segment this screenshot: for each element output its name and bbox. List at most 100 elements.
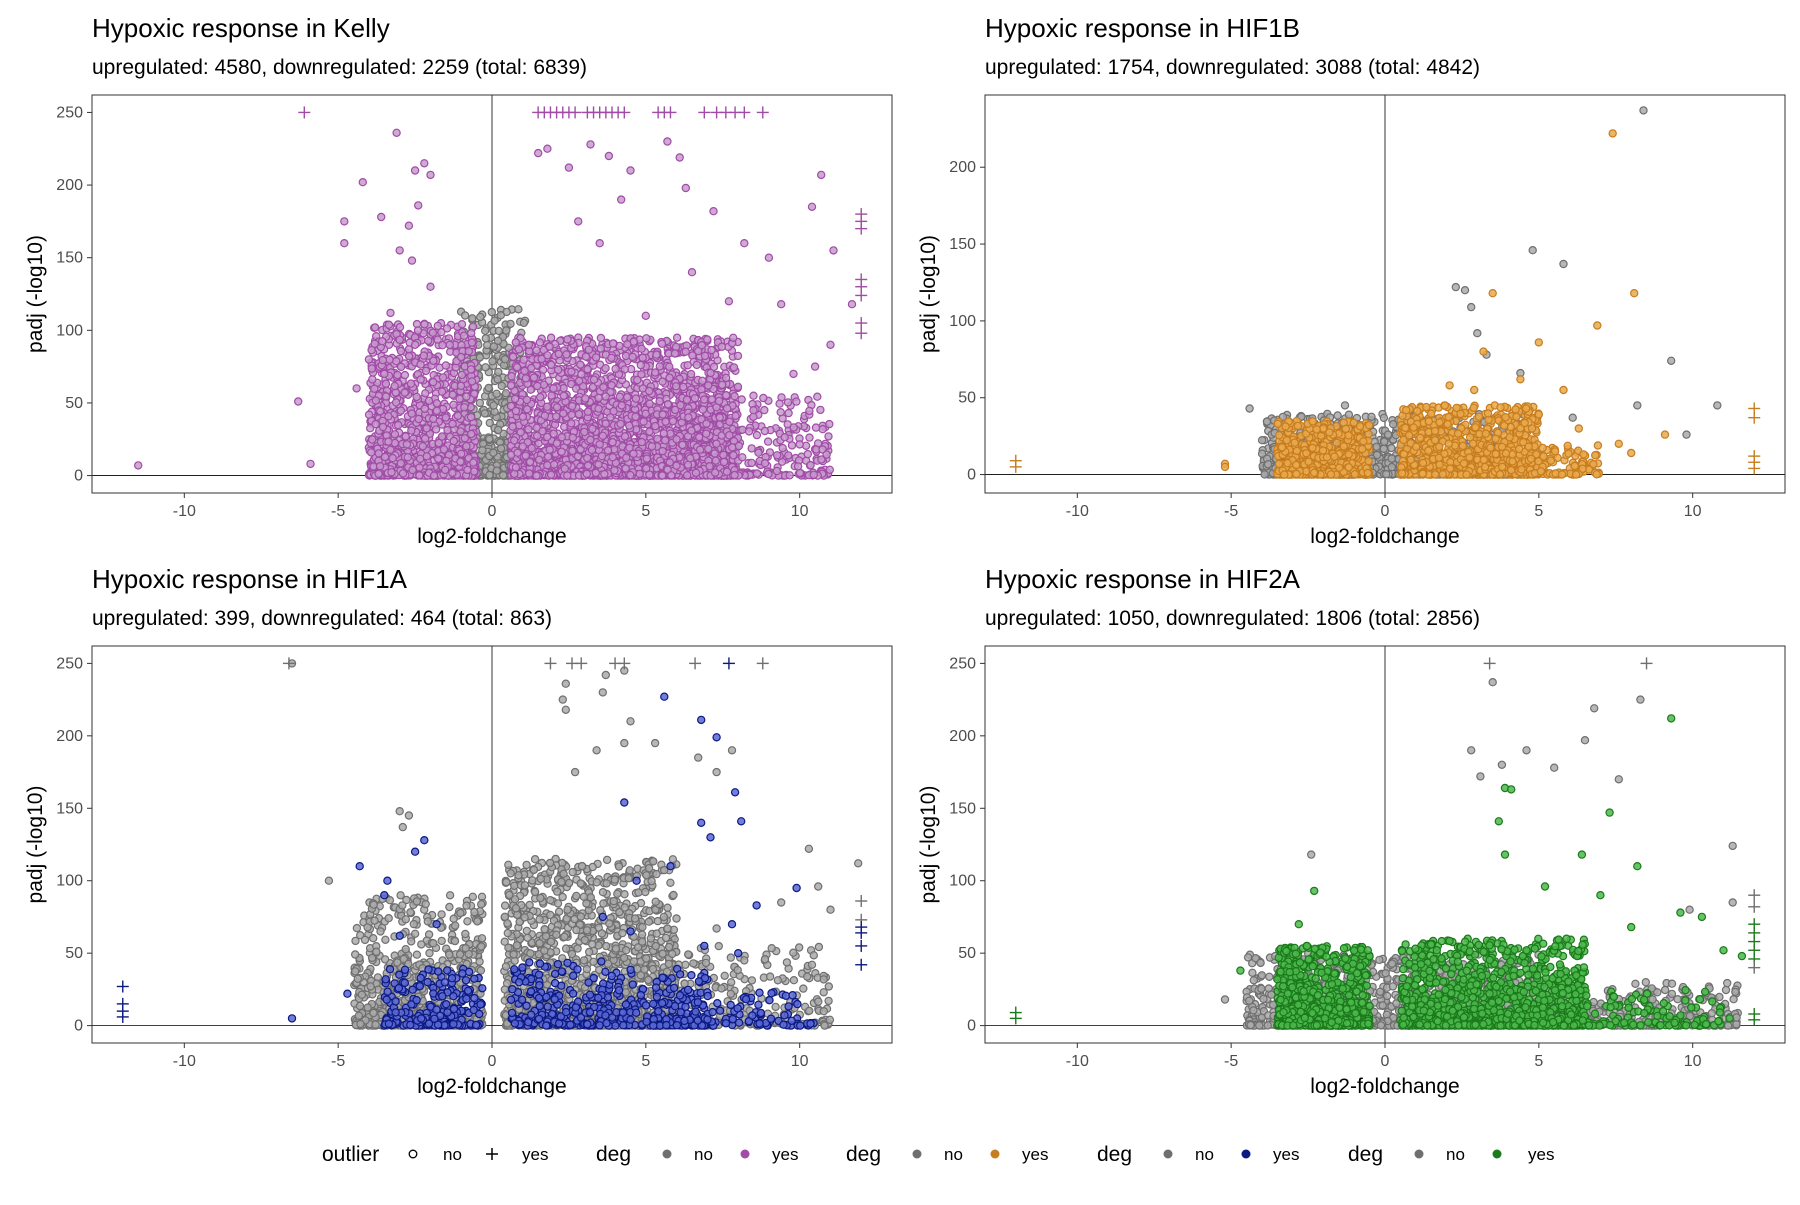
data-point-yes	[458, 371, 465, 378]
data-point-yes	[825, 433, 832, 440]
data-point-yes	[725, 298, 732, 305]
data-point-yes	[535, 150, 542, 157]
data-point-yes	[382, 380, 389, 387]
data-point-yes	[515, 346, 522, 353]
data-point-yes	[575, 218, 582, 225]
data-point-yes	[584, 408, 591, 415]
data-point-yes	[419, 443, 426, 450]
data-point-yes	[696, 434, 703, 441]
data-point-yes	[701, 396, 708, 403]
data-point-yes	[404, 454, 411, 461]
data-point-yes	[546, 446, 553, 453]
data-point-yes	[732, 412, 739, 419]
data-point-yes	[468, 339, 475, 346]
data-point-yes	[698, 342, 705, 349]
data-point-yes	[726, 418, 733, 425]
data-point-yes	[634, 376, 641, 383]
data-point-yes	[731, 393, 738, 400]
data-point-no	[482, 327, 489, 334]
data-point-yes	[420, 352, 427, 359]
data-point-yes	[509, 353, 516, 360]
data-point-no	[494, 376, 501, 383]
data-point-yes	[450, 437, 457, 444]
data-point-no	[481, 410, 488, 417]
data-point-yes	[569, 447, 576, 454]
data-point-yes	[669, 418, 676, 425]
data-point-yes	[718, 343, 725, 350]
data-point-yes	[385, 413, 392, 420]
data-point-yes	[627, 472, 634, 479]
data-point-no	[482, 335, 489, 342]
data-point-no	[488, 309, 495, 316]
data-point-yes	[642, 410, 649, 417]
data-point-yes	[691, 395, 698, 402]
data-point-yes	[385, 438, 392, 445]
data-point-yes	[660, 430, 667, 437]
data-point-yes	[511, 395, 518, 402]
data-point-yes	[778, 301, 785, 308]
data-point-yes	[664, 138, 671, 145]
data-point-yes	[430, 379, 437, 386]
data-point-no	[491, 317, 498, 324]
outlier-marker	[855, 223, 867, 235]
data-point-yes	[439, 374, 446, 381]
data-point-yes	[522, 375, 529, 382]
data-point-yes	[417, 376, 424, 383]
data-point-no	[476, 354, 483, 361]
data-point-yes	[643, 455, 650, 462]
data-point-yes	[609, 454, 616, 461]
data-point-yes	[646, 428, 653, 435]
data-point-yes	[379, 423, 386, 430]
data-point-yes	[564, 336, 571, 343]
data-point-yes	[442, 362, 449, 369]
y-tick-label: 50	[65, 395, 83, 412]
data-point-yes	[509, 423, 516, 430]
data-point-yes	[408, 427, 415, 434]
data-point-yes	[438, 388, 445, 395]
data-point-yes	[738, 396, 745, 403]
data-point-yes	[750, 392, 757, 399]
data-point-yes	[412, 167, 419, 174]
data-point-yes	[761, 427, 768, 434]
x-tick-label: 0	[488, 503, 497, 520]
data-point-yes	[530, 374, 537, 381]
data-point-yes	[560, 392, 567, 399]
data-point-yes	[401, 372, 408, 379]
data-point-no	[515, 306, 522, 313]
data-point-yes	[519, 443, 526, 450]
data-point-yes	[558, 434, 565, 441]
panel-subtitle: upregulated: 4580, downregulated: 2259 (…	[92, 56, 587, 79]
data-point-yes	[465, 348, 472, 355]
data-point-yes	[723, 468, 730, 475]
data-point-yes	[383, 393, 390, 400]
data-point-yes	[381, 370, 388, 377]
data-point-yes	[723, 374, 730, 381]
data-point-yes	[381, 453, 388, 460]
data-point-yes	[734, 352, 741, 359]
data-point-yes	[748, 459, 755, 466]
data-point-yes	[630, 450, 637, 457]
data-point-yes	[582, 353, 589, 360]
data-point-yes	[366, 411, 373, 418]
data-point-yes	[430, 415, 437, 422]
data-point-yes	[659, 472, 666, 479]
data-point-yes	[458, 450, 465, 457]
data-point-yes	[704, 336, 711, 343]
data-point-yes	[826, 466, 833, 473]
data-point-yes	[541, 412, 548, 419]
data-point-yes	[656, 398, 663, 405]
data-point-yes	[662, 437, 669, 444]
data-point-yes	[819, 426, 826, 433]
data-point-yes	[716, 414, 723, 421]
x-tick-label: 10	[791, 503, 809, 520]
data-point-yes	[512, 407, 519, 414]
data-point-yes	[701, 352, 708, 359]
data-point-yes	[520, 356, 527, 363]
data-point-no	[479, 447, 486, 454]
data-point-yes	[595, 405, 602, 412]
data-point-yes	[408, 257, 415, 264]
outlier-marker	[569, 106, 581, 118]
data-point-yes	[558, 448, 565, 455]
outlier-marker	[757, 106, 769, 118]
